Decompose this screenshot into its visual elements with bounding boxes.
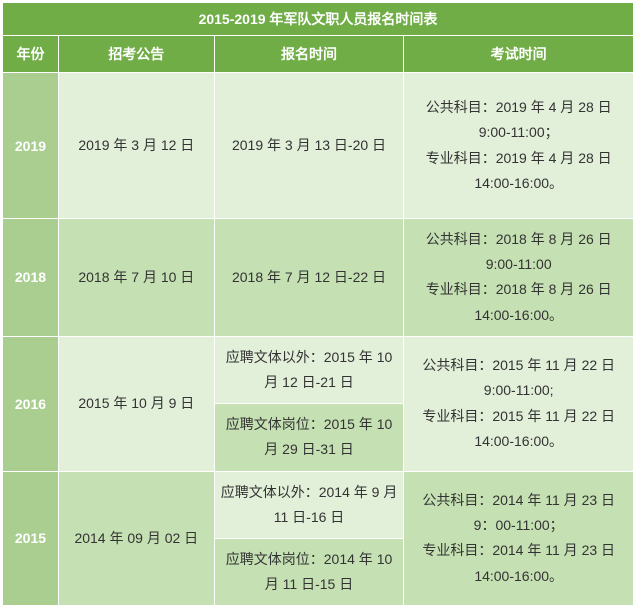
registration-cell: 应聘文体岗位：2014 年 10 月 11 日-15 日	[214, 538, 404, 605]
header-year: 年份	[3, 36, 59, 73]
header-announcement: 招考公告	[58, 36, 214, 73]
registration-cell: 2019 年 3 月 13 日-20 日	[214, 73, 404, 219]
year-cell: 2018	[3, 219, 59, 337]
announcement-cell: 2015 年 10 月 9 日	[58, 336, 214, 471]
exam-cell: 公共科目：2014 年 11 月 23 日 9：00-11:00；专业科目：20…	[404, 471, 634, 606]
header-exam: 考试时间	[404, 36, 634, 73]
registration-cell: 应聘文体以外：2014 年 9 月 11 日-16 日	[214, 471, 404, 538]
header-registration: 报名时间	[214, 36, 404, 73]
exam-cell: 公共科目：2018 年 8 月 26 日 9:00-11:00专业科目：2018…	[404, 219, 634, 337]
header-row: 年份 招考公告 报名时间 考试时间	[3, 36, 634, 73]
title-row: 2015-2019 年军队文职人员报名时间表	[3, 3, 634, 36]
registration-cell: 2018 年 7 月 12 日-22 日	[214, 219, 404, 337]
announcement-cell: 2019 年 3 月 12 日	[58, 73, 214, 219]
year-cell: 2019	[3, 73, 59, 219]
exam-cell: 公共科目：2019 年 4 月 28 日 9:00-11:00；专业科目：201…	[404, 73, 634, 219]
announcement-cell: 2014 年 09 月 02 日	[58, 471, 214, 606]
schedule-table: 2015-2019 年军队文职人员报名时间表 年份 招考公告 报名时间 考试时间…	[2, 2, 634, 606]
announcement-cell: 2018 年 7 月 10 日	[58, 219, 214, 337]
exam-cell: 公共科目：2015 年 11 月 22 日 9:00-11:00;专业科目：20…	[404, 336, 634, 471]
table-row: 2016 2015 年 10 月 9 日 应聘文体以外：2015 年 10 月 …	[3, 336, 634, 403]
table-title: 2015-2019 年军队文职人员报名时间表	[3, 3, 634, 36]
table-row: 2019 2019 年 3 月 12 日 2019 年 3 月 13 日-20 …	[3, 73, 634, 219]
year-cell: 2015	[3, 471, 59, 606]
registration-cell: 应聘文体岗位：2015 年 10 月 29 日-31 日	[214, 404, 404, 471]
table-row: 2015 2014 年 09 月 02 日 应聘文体以外：2014 年 9 月 …	[3, 471, 634, 538]
year-cell: 2016	[3, 336, 59, 471]
table-row: 2018 2018 年 7 月 10 日 2018 年 7 月 12 日-22 …	[3, 219, 634, 337]
registration-cell: 应聘文体以外：2015 年 10 月 12 日-21 日	[214, 336, 404, 403]
